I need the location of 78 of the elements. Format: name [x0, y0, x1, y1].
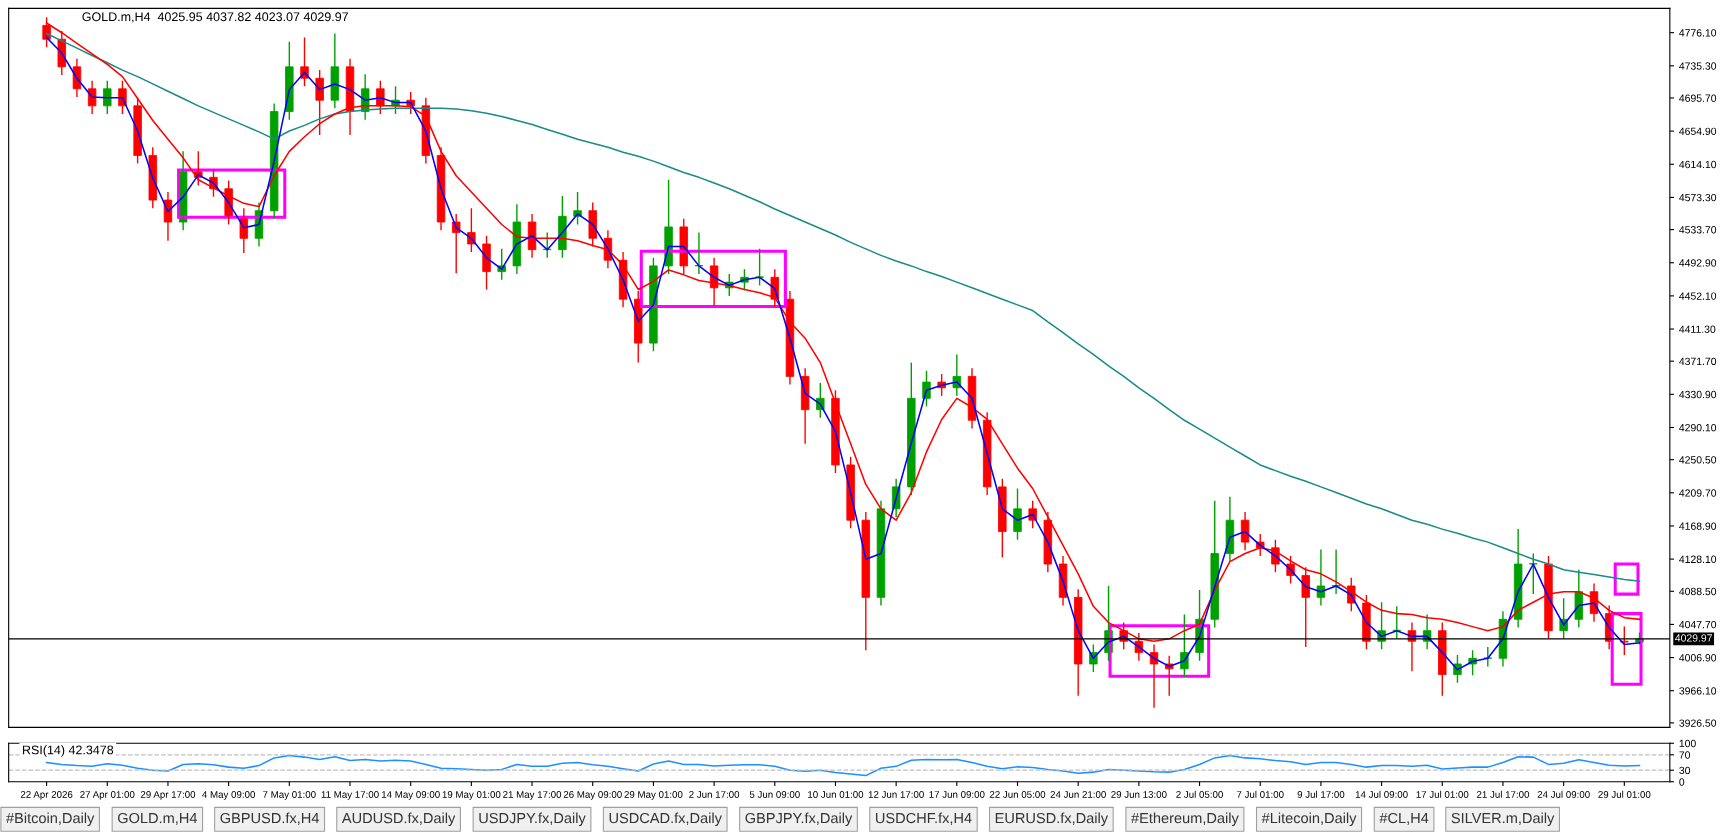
x-tick-label: 29 Jul 01:00 [1598, 790, 1651, 798]
text: SILVER.m,Daily [1451, 812, 1555, 827]
x-tick-label: 22 Jun 05:00 [989, 791, 1046, 798]
y-tick-label: 30 [1679, 766, 1691, 775]
y-tick-label: 4735.30 [1679, 62, 1717, 70]
y-tick-label: 70 [1679, 751, 1691, 759]
chart-title: RSI(14) 42.3478 [22, 745, 114, 757]
text: GBPJPY.fx,Daily [745, 812, 853, 827]
y-tick-label: 4371.70 [1679, 357, 1717, 366]
candlestick [1529, 552, 1538, 595]
y-tick-label: 4776.10 [1679, 29, 1717, 37]
y-tick-label: 4047.70 [1679, 620, 1717, 629]
x-tick-label: 14 May 09:00 [381, 791, 440, 800]
x-tick-label: 12 Jun 17:00 [868, 791, 924, 798]
candlestick [1013, 487, 1022, 541]
x-tick-label: 22 Apr 2026 [20, 791, 73, 800]
x-tick-label: 2 Jul 05:00 [1176, 790, 1223, 798]
x-tick-label: 24 Jun 21:00 [1050, 791, 1106, 798]
y-tick-label: 3926.50 [1679, 719, 1717, 727]
ref-line-label: 4029.97 [1675, 634, 1712, 642]
x-tick-label: 5 Jun 09:00 [749, 791, 800, 798]
y-tick-label: 4654.90 [1679, 127, 1717, 135]
text: #Ethereum,Daily [1131, 812, 1239, 827]
text: #CL,H4 [1379, 812, 1429, 825]
x-tick-label: 4 May 09:00 [202, 791, 256, 800]
x-tick-label: 17 Jun 09:00 [929, 791, 985, 798]
text: #Litecoin,Daily [1261, 812, 1357, 827]
x-tick-label: 21 Jul 17:00 [1476, 790, 1530, 798]
y-tick-label: 4492.90 [1679, 259, 1717, 267]
x-tick-label: 24 Jul 09:00 [1537, 790, 1590, 798]
candlestick [861, 511, 871, 651]
x-tick-label: 17 Jul 01:00 [1416, 790, 1469, 798]
y-tick-label: 4290.10 [1679, 423, 1717, 432]
text: AUDUSD.fx,Daily [341, 812, 456, 827]
y-tick-label: 4330.90 [1679, 390, 1717, 399]
candlestick [755, 248, 764, 287]
text: GBPUSD.fx,H4 [220, 812, 319, 825]
candlestick [694, 231, 704, 275]
text: GOLD.m,H4 [117, 812, 198, 825]
y-tick-label: 4088.50 [1679, 587, 1717, 596]
y-tick-label: 4006.90 [1679, 654, 1717, 662]
y-tick-label: 100 [1679, 739, 1696, 748]
x-tick-label: 10 Jun 01:00 [808, 791, 864, 798]
text: EURUSD.fx,Daily [995, 812, 1109, 827]
y-tick-label: 4452.10 [1679, 292, 1717, 300]
x-tick-label: 29 Apr 17:00 [140, 791, 196, 800]
x-tick-label: 11 May 17:00 [321, 791, 379, 800]
x-tick-label: 7 May 01:00 [263, 791, 316, 800]
text: USDCHF.fx,H4 [876, 812, 972, 825]
text: USDJPY.fx,Daily [479, 812, 586, 827]
candlestick [482, 235, 491, 291]
x-tick-label: 27 Apr 01:00 [80, 791, 135, 800]
x-tick-label: 26 May 09:00 [563, 791, 622, 800]
y-tick-label: 4533.70 [1679, 226, 1717, 234]
text: USDCAD.fx,Daily [609, 812, 722, 827]
y-tick-label: 4573.30 [1679, 193, 1717, 202]
candlestick [1331, 548, 1341, 595]
x-tick-label: 19 May 01:00 [442, 791, 501, 800]
candlestick [118, 79, 127, 115]
y-tick-label: 4614.10 [1679, 160, 1717, 169]
y-tick-label: 4250.50 [1679, 456, 1717, 464]
x-tick-label: 29 May 01:00 [624, 791, 683, 800]
text: #Bitcoin,Daily [6, 812, 95, 827]
y-tick-label: 4695.70 [1679, 94, 1717, 102]
y-tick-label: 4411.30 [1679, 325, 1716, 333]
y-tick-label: 4128.10 [1679, 555, 1717, 563]
x-tick-label: 29 Jun 13:00 [1111, 791, 1167, 798]
x-tick-label: 9 Jul 17:00 [1297, 790, 1345, 798]
x-tick-label: 2 Jun 17:00 [689, 791, 740, 798]
x-tick-label: 7 Jul 01:00 [1236, 790, 1284, 798]
y-tick-label: 3966.10 [1679, 687, 1717, 695]
x-tick-label: 14 Jul 09:00 [1355, 790, 1408, 798]
y-tick-label: 0 [1679, 778, 1685, 786]
candlestick [103, 79, 112, 115]
chart-title: GOLD.m,H4 4025.95 4037.82 4023.07 4029.97 [82, 12, 348, 23]
y-tick-label: 4168.90 [1679, 522, 1717, 530]
x-tick-label: 21 May 17:00 [503, 791, 562, 800]
y-tick-label: 4209.70 [1679, 489, 1717, 497]
